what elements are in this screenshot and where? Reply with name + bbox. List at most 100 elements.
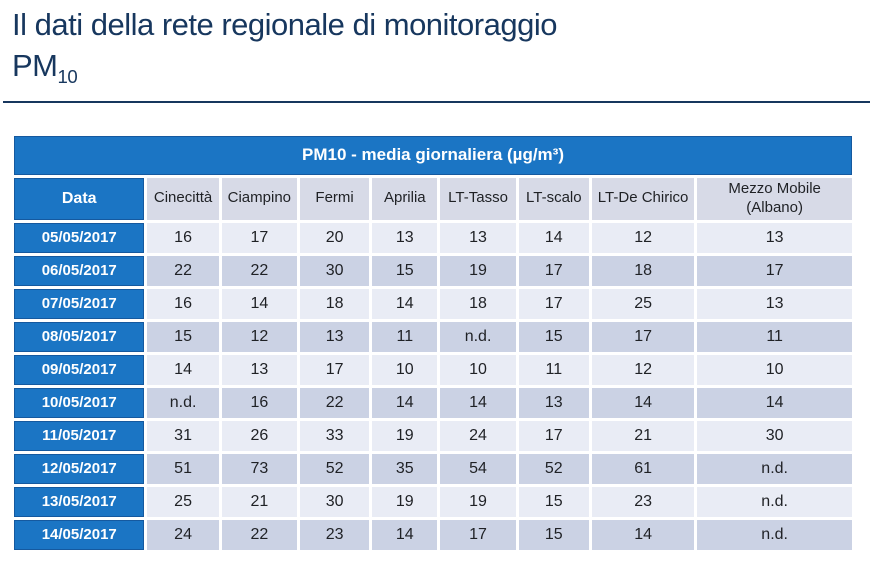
value-cell: 17 — [440, 519, 516, 550]
column-header-cinecitt: Cinecittà — [147, 177, 219, 220]
value-cell: 15 — [518, 486, 589, 517]
table-row: 12/05/2017 51 73 52 35 54 52 61 n.d. — [14, 453, 852, 484]
column-header-mezzo-mobile-albano: Mezzo Mobile (Albano) — [697, 177, 852, 220]
date-cell: 14/05/2017 — [14, 519, 145, 550]
value-cell: 11 — [518, 354, 589, 385]
date-cell: 06/05/2017 — [14, 255, 145, 286]
value-cell: 30 — [697, 420, 852, 451]
value-cell: 14 — [372, 288, 438, 319]
value-cell: 15 — [147, 321, 219, 352]
value-cell: 16 — [221, 387, 297, 418]
value-cell: 14 — [591, 519, 695, 550]
table-row: 08/05/2017 15 12 13 11 n.d. 15 17 11 — [14, 321, 852, 352]
value-cell: n.d. — [440, 321, 516, 352]
value-cell: 10 — [372, 354, 438, 385]
value-cell: 30 — [299, 486, 370, 517]
value-cell: 21 — [591, 420, 695, 451]
date-cell: 05/05/2017 — [14, 222, 145, 253]
table-row: 05/05/2017 16 17 20 13 13 14 12 13 — [14, 222, 852, 253]
value-cell: 19 — [372, 486, 438, 517]
page-title: Il dati della rete regionale di monitora… — [0, 0, 875, 87]
value-cell: 51 — [147, 453, 219, 484]
value-cell: 14 — [147, 354, 219, 385]
value-cell: 15 — [518, 321, 589, 352]
value-cell: 13 — [440, 222, 516, 253]
value-cell: 13 — [299, 321, 370, 352]
column-header-lt-scalo: LT-scalo — [518, 177, 589, 220]
table-row: 13/05/2017 25 21 30 19 19 15 23 n.d. — [14, 486, 852, 517]
value-cell: 23 — [591, 486, 695, 517]
value-cell: 17 — [221, 222, 297, 253]
value-cell: 12 — [591, 222, 695, 253]
date-cell: 08/05/2017 — [14, 321, 145, 352]
pm10-label: PM10 — [12, 47, 78, 88]
value-cell: 18 — [299, 288, 370, 319]
pm10-data-table: PM10 - media giornaliera (µg/m³) Data Cin… — [11, 133, 855, 553]
table-row: 06/05/2017 22 22 30 15 19 17 18 17 — [14, 255, 852, 286]
value-cell: 31 — [147, 420, 219, 451]
value-cell: 18 — [591, 255, 695, 286]
table-row: 07/05/2017 16 14 18 14 18 17 25 13 — [14, 288, 852, 319]
column-header-lt-de-chirico: LT-De Chirico — [591, 177, 695, 220]
value-cell: 17 — [518, 420, 589, 451]
value-cell: 17 — [518, 255, 589, 286]
value-cell: 19 — [440, 486, 516, 517]
value-cell: 17 — [299, 354, 370, 385]
value-cell: 24 — [147, 519, 219, 550]
value-cell: 13 — [372, 222, 438, 253]
value-cell: 52 — [518, 453, 589, 484]
value-cell: 14 — [518, 222, 589, 253]
value-cell: 22 — [147, 255, 219, 286]
value-cell: 15 — [518, 519, 589, 550]
value-cell: 14 — [221, 288, 297, 319]
value-cell: 13 — [697, 222, 852, 253]
value-cell: 24 — [440, 420, 516, 451]
table-caption-row: PM10 - media giornaliera (µg/m³) — [14, 135, 852, 175]
value-cell: 22 — [299, 387, 370, 418]
value-cell: 17 — [697, 255, 852, 286]
value-cell: 17 — [591, 321, 695, 352]
table-row: 11/05/2017 31 26 33 19 24 17 21 30 — [14, 420, 852, 451]
value-cell: 22 — [221, 255, 297, 286]
value-cell: 13 — [518, 387, 589, 418]
table-header-row: Data Cinecittà Ciampino Fermi Aprilia LT-Tass… — [14, 177, 852, 220]
value-cell: 19 — [372, 420, 438, 451]
value-cell: 13 — [221, 354, 297, 385]
value-cell: 16 — [147, 288, 219, 319]
value-cell: 19 — [440, 255, 516, 286]
value-cell: 30 — [299, 255, 370, 286]
date-cell: 09/05/2017 — [14, 354, 145, 385]
date-cell: 10/05/2017 — [14, 387, 145, 418]
value-cell: 26 — [221, 420, 297, 451]
value-cell: 12 — [591, 354, 695, 385]
value-cell: 14 — [591, 387, 695, 418]
value-cell: 52 — [299, 453, 370, 484]
value-cell: 11 — [697, 321, 852, 352]
value-cell: 33 — [299, 420, 370, 451]
column-header-fermi: Fermi — [299, 177, 370, 220]
value-cell: 12 — [221, 321, 297, 352]
value-cell: 11 — [372, 321, 438, 352]
date-cell: 12/05/2017 — [14, 453, 145, 484]
value-cell: 10 — [697, 354, 852, 385]
value-cell: 15 — [372, 255, 438, 286]
table-row: 10/05/2017 n.d. 16 22 14 14 13 14 14 — [14, 387, 852, 418]
pm10-subscript: 10 — [57, 66, 78, 88]
date-cell: 13/05/2017 — [14, 486, 145, 517]
value-cell: 25 — [147, 486, 219, 517]
value-cell: n.d. — [697, 519, 852, 550]
value-cell: 14 — [697, 387, 852, 418]
value-cell: n.d. — [147, 387, 219, 418]
table-row: 14/05/2017 24 22 23 14 17 15 14 n.d. — [14, 519, 852, 550]
value-cell: n.d. — [697, 453, 852, 484]
date-cell: 07/05/2017 — [14, 288, 145, 319]
column-header-aprilia: Aprilia — [372, 177, 438, 220]
date-cell: 11/05/2017 — [14, 420, 145, 451]
column-header-data: Data — [14, 177, 145, 220]
column-header-ciampino: Ciampino — [221, 177, 297, 220]
value-cell: 54 — [440, 453, 516, 484]
value-cell: 73 — [221, 453, 297, 484]
value-cell: 23 — [299, 519, 370, 550]
value-cell: 17 — [518, 288, 589, 319]
